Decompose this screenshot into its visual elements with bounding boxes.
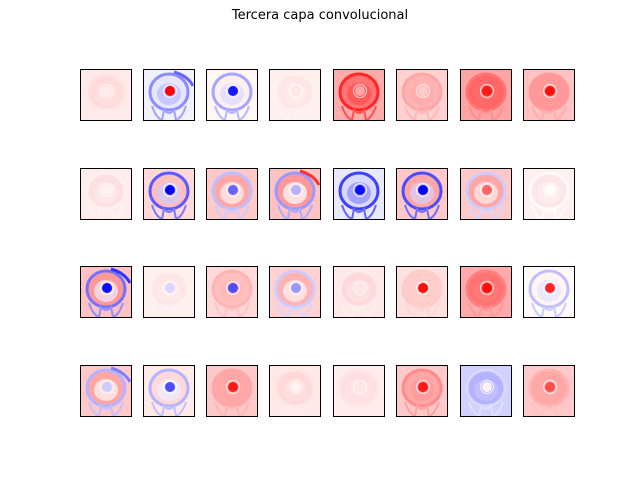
feature-map-r3-c1 xyxy=(80,266,132,318)
feature-map-r4-c7 xyxy=(460,365,512,417)
feature-map-r1-c2 xyxy=(143,69,195,121)
feature-map-r2-c3 xyxy=(206,168,258,220)
feature-map-r1-c4 xyxy=(269,69,321,121)
feature-map-r2-c4 xyxy=(269,168,321,220)
feature-map-r1-c3 xyxy=(206,69,258,121)
feature-map-r4-c6 xyxy=(396,365,448,417)
figure-title: Tercera capa convolucional xyxy=(231,8,409,23)
feature-map-r4-c1 xyxy=(80,365,132,417)
feature-map-r1-c5 xyxy=(333,69,385,121)
feature-map-r3-c6 xyxy=(396,266,448,318)
feature-map-r3-c2 xyxy=(143,266,195,318)
feature-map-r4-c3 xyxy=(206,365,258,417)
feature-map-r2-c5 xyxy=(333,168,385,220)
feature-map-r1-c6 xyxy=(396,69,448,121)
feature-map-r1-c1 xyxy=(80,69,132,121)
feature-map-r4-c8 xyxy=(523,365,575,417)
feature-map-r2-c6 xyxy=(396,168,448,220)
feature-map-r3-c5 xyxy=(333,266,385,318)
feature-map-r3-c4 xyxy=(269,266,321,318)
feature-map-r4-c5 xyxy=(333,365,385,417)
feature-map-r1-c7 xyxy=(460,69,512,121)
feature-map-r2-c2 xyxy=(143,168,195,220)
feature-map-r4-c2 xyxy=(143,365,195,417)
feature-map-r2-c8 xyxy=(523,168,575,220)
feature-map-r2-c1 xyxy=(80,168,132,220)
feature-map-r3-c8 xyxy=(523,266,575,318)
feature-map-r1-c8 xyxy=(523,69,575,121)
feature-map-r4-c4 xyxy=(269,365,321,417)
feature-map-r3-c7 xyxy=(460,266,512,318)
feature-map-r3-c3 xyxy=(206,266,258,318)
feature-map-r2-c7 xyxy=(460,168,512,220)
